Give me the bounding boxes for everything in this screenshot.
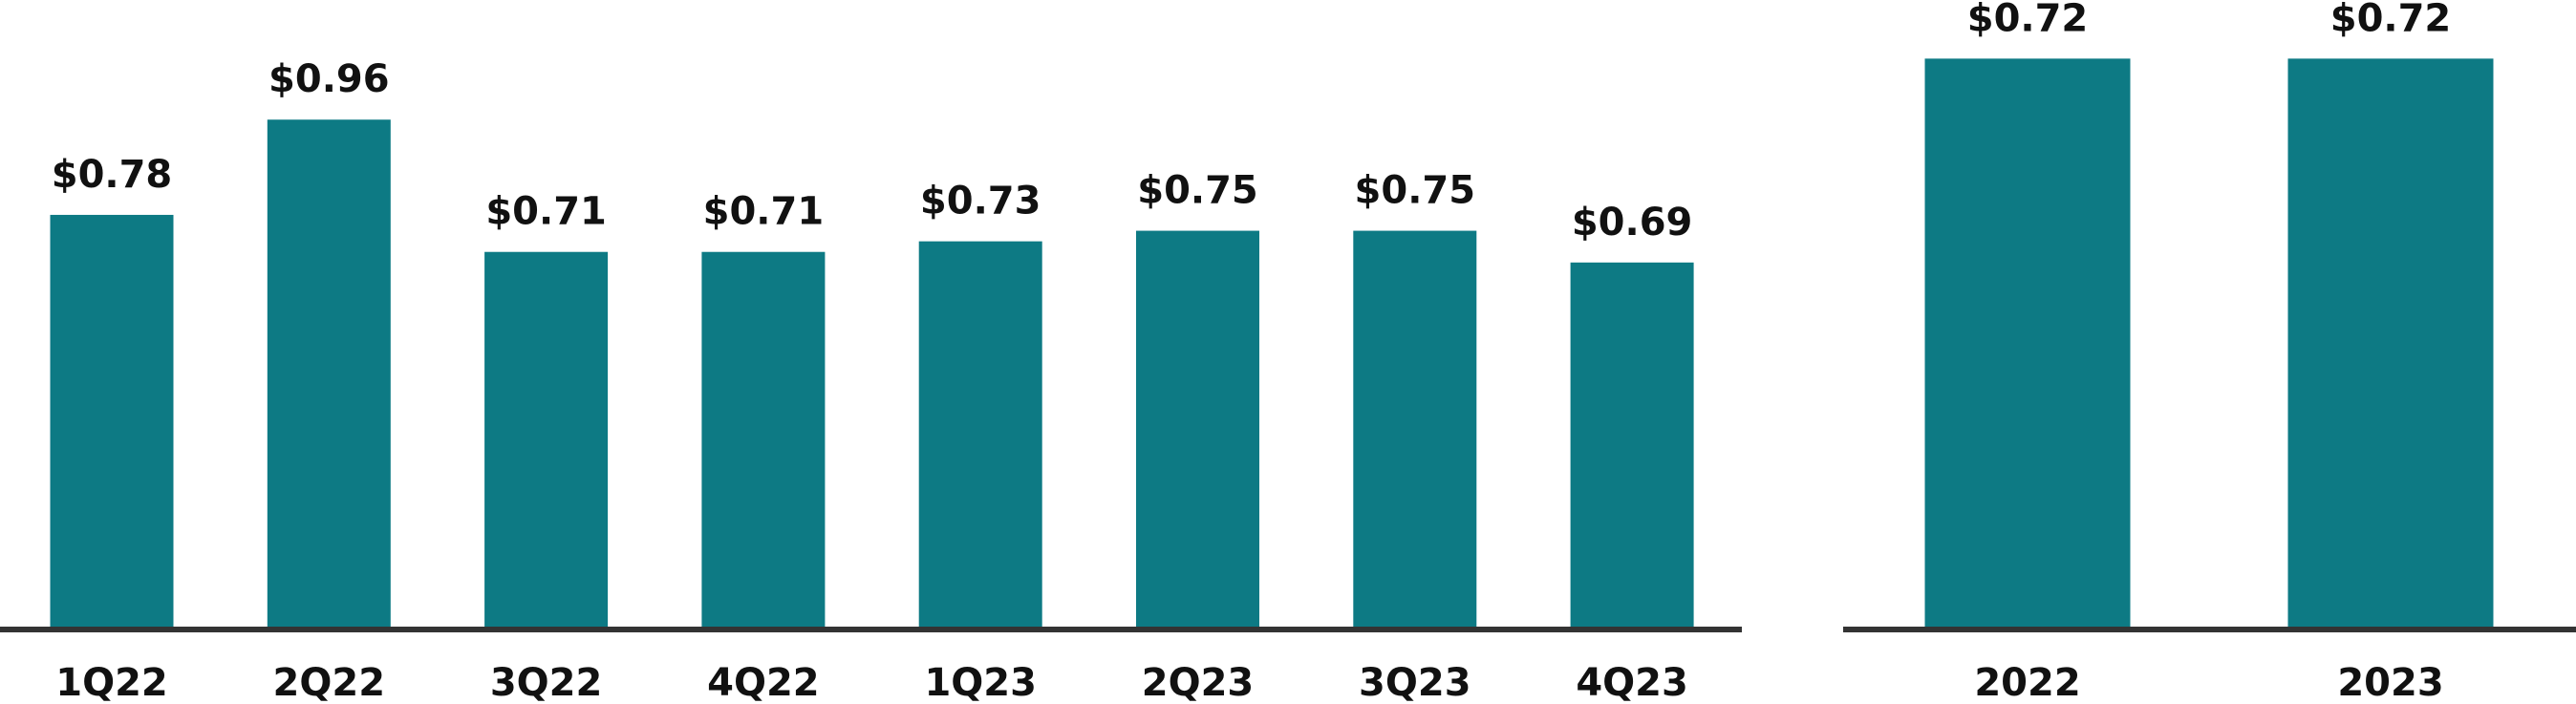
data-label: $0.69 [1572,201,1693,245]
bar [1353,230,1477,628]
bar [267,119,391,629]
bar [50,214,174,629]
data-label: $0.72 [2330,0,2452,40]
data-label: $0.73 [920,180,1041,224]
data-label: $0.72 [1967,0,2089,40]
bar [2287,58,2494,628]
x-tick-label: 2022 [1974,661,2080,704]
x-tick-label: 4Q22 [707,661,820,704]
x-tick-label: 3Q22 [490,661,603,704]
x-tick-label: 3Q23 [1359,661,1471,704]
data-label: $0.75 [1355,169,1476,213]
bar [701,251,826,628]
bar [1570,262,1694,628]
x-tick-label: 4Q23 [1576,661,1688,704]
data-label: $0.71 [703,190,825,234]
bar [484,251,609,628]
data-label: $0.96 [268,57,390,101]
data-label: $0.78 [52,153,173,197]
x-tick-label: 2Q22 [273,661,386,704]
x-tick-label: 1Q23 [924,661,1037,704]
bar [918,241,1042,628]
data-label: $0.75 [1137,169,1258,213]
x-tick-label: 1Q22 [55,661,168,704]
bar [1924,58,2131,628]
x-tick-label: 2Q23 [1142,661,1255,704]
x-tick-label: 2023 [2337,661,2443,704]
bar [1136,230,1259,628]
data-label: $0.71 [485,190,607,234]
